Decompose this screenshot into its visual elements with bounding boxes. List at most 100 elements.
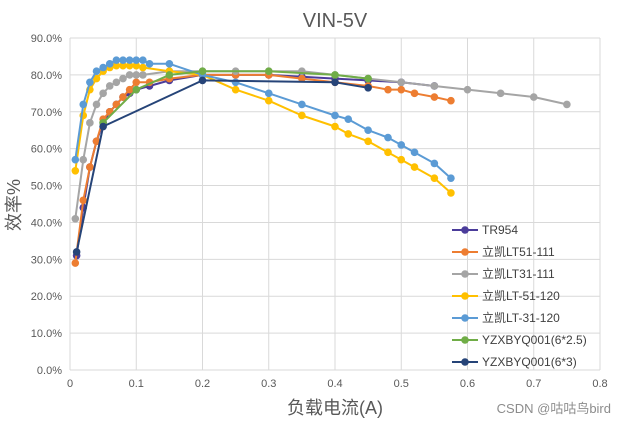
x-tick-label: 0.4 — [327, 378, 342, 390]
data-point — [298, 74, 306, 83]
legend-item: 立凯LT51-111 — [452, 244, 555, 259]
data-point — [71, 259, 80, 267]
x-tick-label: 0.6 — [460, 378, 475, 390]
data-point — [364, 84, 372, 92]
data-point — [132, 56, 141, 64]
data-point — [331, 122, 339, 131]
data-point — [384, 133, 392, 142]
data-point — [447, 174, 455, 182]
data-point — [132, 61, 141, 70]
data-point — [112, 61, 121, 70]
data-point — [410, 89, 419, 98]
data-point — [132, 71, 141, 79]
data-point — [99, 63, 107, 72]
x-tick-label: 0 — [67, 378, 73, 390]
data-point — [105, 60, 114, 68]
data-point — [496, 89, 505, 98]
data-point — [397, 141, 406, 149]
data-point — [563, 100, 571, 109]
legend-item: 立凯LT-31-120 — [452, 310, 560, 325]
data-point — [86, 119, 94, 127]
data-point — [298, 100, 306, 109]
data-point — [139, 71, 147, 79]
data-point — [430, 174, 439, 182]
data-point — [71, 155, 80, 164]
data-point — [132, 85, 141, 94]
data-point — [119, 74, 127, 83]
x-tick-label: 0.7 — [526, 378, 541, 390]
data-point — [72, 248, 81, 256]
y-tick-label: 80.0% — [31, 70, 62, 82]
data-point — [331, 111, 339, 120]
legend-item: YZXBYQ001(6*3) — [452, 355, 577, 369]
data-point — [397, 78, 406, 87]
data-point — [364, 126, 372, 135]
data-point — [79, 196, 88, 205]
data-point — [410, 163, 419, 171]
legend-item: 立凯LT-51-120 — [452, 288, 560, 303]
data-point — [119, 56, 127, 64]
data-point — [79, 100, 88, 109]
data-point — [92, 137, 101, 146]
y-tick-label: 70.0% — [31, 107, 62, 119]
data-point — [92, 67, 101, 75]
data-point — [410, 148, 419, 157]
legend-label: YZXBYQ001(6*2.5) — [482, 333, 587, 347]
data-point — [384, 85, 392, 94]
data-point — [145, 60, 154, 68]
data-point — [298, 111, 306, 120]
series-6 — [99, 67, 372, 127]
data-point — [86, 78, 94, 87]
gridlines — [69, 37, 601, 371]
x-tick-label: 0.2 — [195, 378, 210, 390]
data-point — [79, 155, 88, 164]
data-point — [125, 61, 134, 70]
data-point — [86, 163, 94, 171]
y-tick-label: 0.0% — [37, 365, 62, 377]
legend-label: 立凯LT-51-120 — [482, 288, 560, 303]
legend-label: 立凯LT51-111 — [482, 244, 555, 259]
x-tick-label: 0.1 — [129, 378, 144, 390]
data-point — [71, 167, 80, 175]
legend-item: YZXBYQ001(6*2.5) — [452, 333, 587, 347]
legend: TR954 立凯LT51-111 立凯LT31-111 立凯LT-51-120 立凯LT… — [452, 223, 587, 369]
data-point — [430, 82, 439, 90]
x-tick-label: 0.3 — [261, 378, 276, 390]
data-point — [384, 148, 392, 157]
data-point — [364, 137, 372, 146]
data-point — [430, 159, 439, 168]
data-point — [198, 76, 207, 85]
data-point — [463, 85, 472, 94]
data-point — [71, 214, 80, 223]
data-point — [331, 78, 339, 87]
legend-marker — [461, 226, 469, 234]
watermark: CSDN @咕咕鸟bird — [497, 401, 611, 416]
tick-labels: 0.0% 10.0% 20.0% 30.0% 40.0% 50.0% 60.0% 70.0% 8… — [31, 33, 608, 390]
y-axis-title: 效率% — [4, 179, 24, 231]
data-point — [430, 93, 439, 101]
data-point — [231, 78, 240, 87]
series-5 — [71, 56, 455, 182]
legend-label: TR954 — [482, 223, 518, 237]
data-point — [99, 122, 107, 131]
data-point — [198, 67, 207, 75]
chart-title: VIN-5V — [303, 10, 368, 32]
data-point — [112, 78, 121, 87]
data-point — [139, 63, 147, 72]
legend-item: TR954 — [452, 223, 518, 237]
data-point — [447, 189, 455, 197]
data-point — [125, 71, 134, 79]
x-tick-label: 0.5 — [394, 378, 409, 390]
data-point — [139, 56, 147, 64]
legend-label: 立凯LT31-111 — [482, 266, 555, 281]
data-point — [344, 115, 353, 123]
y-tick-label: 40.0% — [31, 217, 62, 229]
data-point — [92, 100, 101, 109]
y-tick-label: 10.0% — [31, 328, 62, 340]
data-point — [447, 96, 455, 105]
y-tick-label: 30.0% — [31, 254, 62, 266]
data-point — [92, 74, 101, 83]
data-point — [99, 89, 107, 98]
data-point — [264, 96, 273, 105]
